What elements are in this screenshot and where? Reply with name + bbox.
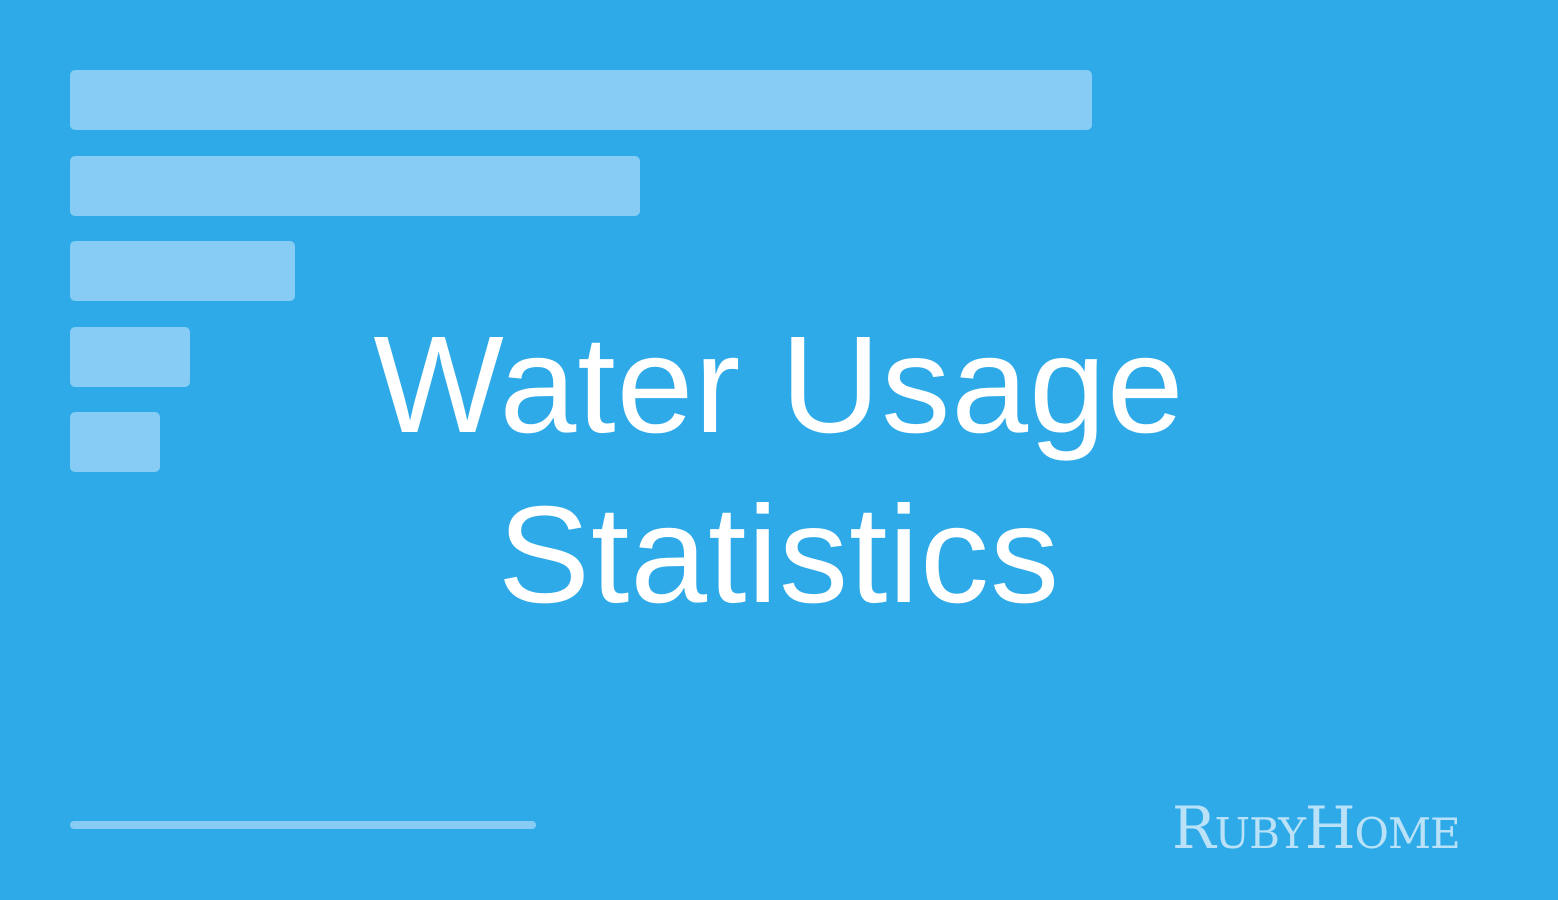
logo-letter-r: R bbox=[1172, 794, 1216, 862]
rubyhome-logo: RUBYHOME bbox=[1172, 794, 1502, 864]
decorative-underline bbox=[70, 821, 536, 829]
logo-word-uby: UBY bbox=[1214, 809, 1306, 858]
decorative-bar bbox=[70, 241, 295, 301]
decorative-bar bbox=[70, 70, 1092, 130]
logo-word-ome: OME bbox=[1354, 809, 1461, 858]
decorative-bar bbox=[70, 156, 640, 216]
page-title: Water Usage Statistics bbox=[0, 300, 1558, 640]
logo-letter-h: H bbox=[1304, 794, 1356, 862]
title-line-2: Statistics bbox=[497, 478, 1061, 632]
decorative-bar bbox=[70, 412, 160, 472]
title-line-1: Water Usage bbox=[373, 308, 1185, 462]
decorative-bar bbox=[70, 327, 190, 387]
